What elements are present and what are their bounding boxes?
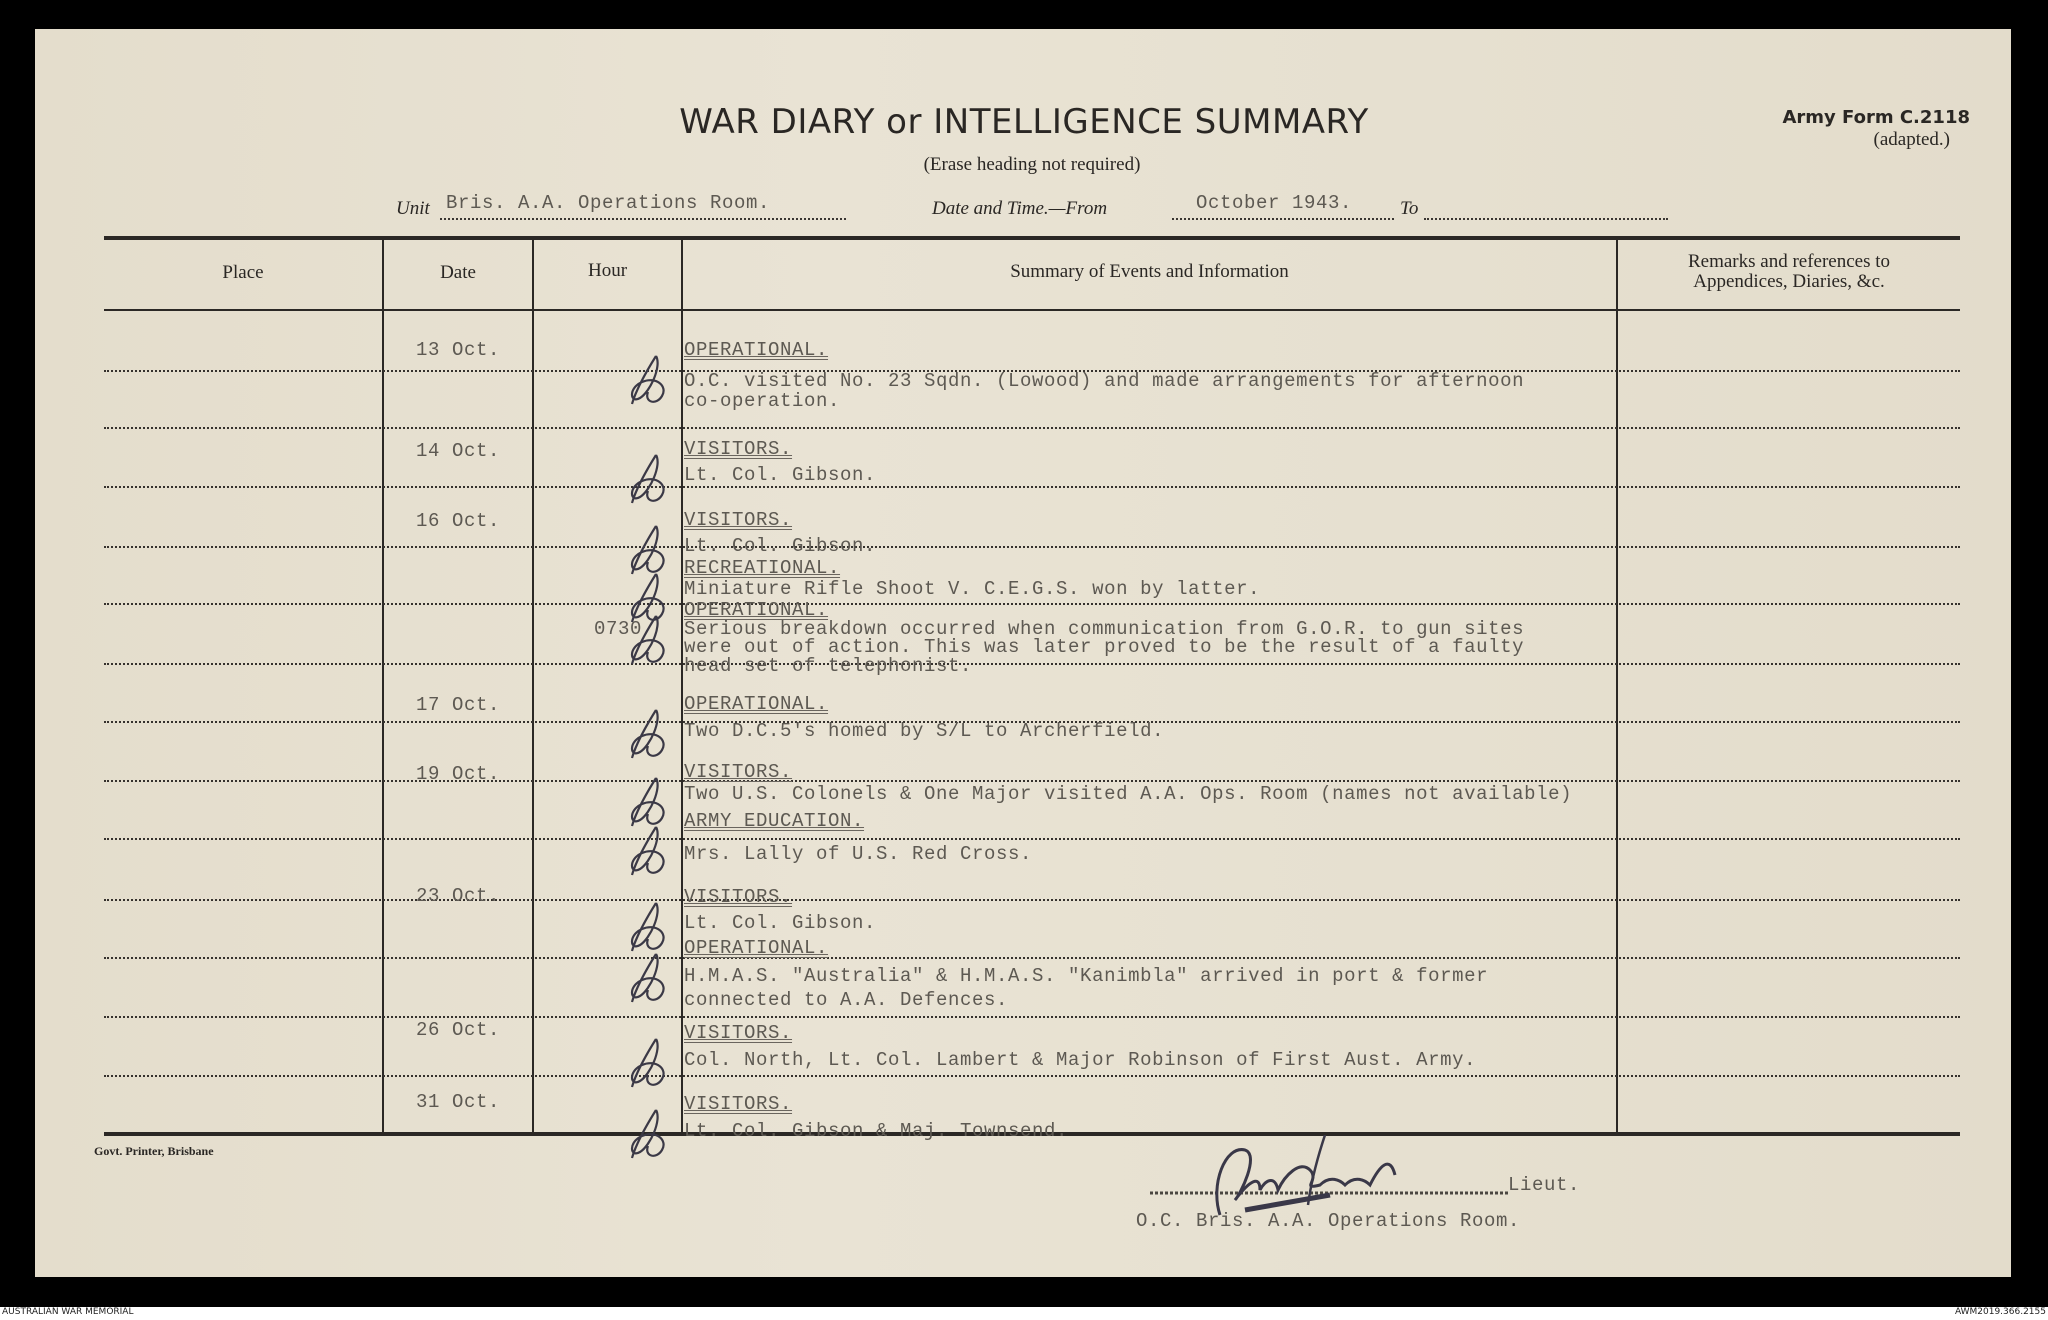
entry-text: Col. North, Lt. Col. Lambert & Major Rob…	[684, 1049, 1477, 1071]
entry-heading: RECREATIONAL.	[684, 557, 841, 579]
entry-text: O.C. visited No. 23 Sqdn. (Lowood) and m…	[684, 370, 1525, 392]
column-divider	[382, 238, 384, 1134]
entry-heading: ARMY EDUCATION.	[684, 810, 865, 832]
entry-text: connected to A.A. Defences.	[684, 989, 1009, 1011]
column-header-remarks-line2: Appendices, Diaries, &c.	[1693, 271, 1885, 292]
dotted-ruling	[104, 838, 1960, 840]
archive-reference: AWM2019.366.2155	[1954, 1307, 2046, 1317]
dotted-ruling	[104, 427, 1960, 429]
entry-date: 17 Oct.	[415, 694, 500, 716]
dotted-ruling	[104, 370, 1960, 372]
date-from-value: October 1943.	[1196, 192, 1353, 214]
entry-text: Lt. Col. Gibson.	[684, 912, 877, 934]
entry-text: Serious breakdown occurred when communic…	[684, 618, 1525, 640]
page-subtitle: (Erase heading not required)	[923, 154, 1141, 175]
entry-date: 31 Oct.	[415, 1091, 500, 1113]
entry-date: 13 Oct.	[415, 339, 500, 361]
dotted-ruling	[104, 1075, 1960, 1077]
column-divider	[1616, 238, 1618, 1134]
unit-value: Bris. A.A. Operations Room.	[446, 192, 771, 214]
date-from-field: October 1943.	[1172, 192, 1394, 220]
handwritten-initial-icon	[630, 709, 665, 759]
date-label: Date and Time.—From	[932, 198, 1108, 219]
entry-text: Lt. Col. Gibson.	[684, 464, 877, 486]
entry-text: H.M.A.S. "Australia" & H.M.A.S. "Kanimbl…	[684, 965, 1489, 987]
entry-hour: 0730	[593, 618, 642, 640]
signature-image	[1150, 1135, 1510, 1216]
entry-text: were out of action. This was later prove…	[684, 636, 1525, 658]
handwritten-initial-icon	[630, 355, 665, 405]
entry-date: 14 Oct.	[415, 440, 500, 462]
dotted-ruling	[104, 899, 1960, 901]
archive-credit: AUSTRALIAN WAR MEMORIAL	[2, 1307, 134, 1317]
entry-text: Mrs. Lally of U.S. Red Cross.	[684, 843, 1033, 865]
table-bottom-rule	[104, 1132, 1960, 1136]
handwritten-initial-icon	[630, 826, 665, 876]
dotted-ruling	[104, 663, 1960, 665]
handwritten-initial-icon	[630, 1038, 665, 1088]
handwritten-initial-icon	[630, 1109, 665, 1159]
entry-text: Two U.S. Colonels & One Major visited A.…	[684, 783, 1573, 805]
entry-text: co-operation.	[684, 390, 841, 412]
entry-text: Two D.C.5's homed by S/L to Archerfield.	[684, 720, 1165, 742]
handwritten-initial-icon	[630, 902, 665, 952]
entry-heading: VISITORS.	[684, 509, 793, 531]
entry-heading: VISITORS.	[684, 761, 793, 783]
entry-text: Lt. Col. Gibson.	[684, 535, 877, 557]
column-header-summary: Summary of Events and Information	[1010, 261, 1289, 282]
unit-field: Bris. A.A. Operations Room.	[440, 192, 846, 220]
unit-label: Unit	[396, 198, 430, 219]
entry-text: Lt. Col. Gibson & Maj. Townsend.	[684, 1120, 1069, 1142]
signatory-rank: Lieut.	[1508, 1174, 1581, 1196]
entry-date: 16 Oct.	[415, 510, 500, 532]
handwritten-initial-icon	[630, 777, 665, 827]
entry-heading: OPERATIONAL.	[684, 339, 829, 361]
handwritten-initial-icon	[630, 615, 665, 665]
entry-heading: OPERATIONAL.	[684, 599, 829, 621]
handwritten-initial-icon	[630, 953, 665, 1003]
dotted-ruling	[104, 603, 1960, 605]
column-divider	[681, 238, 683, 1134]
entry-heading: VISITORS.	[684, 1093, 793, 1115]
form-note: (adapted.)	[1873, 129, 1950, 150]
entry-heading: VISITORS.	[684, 438, 793, 460]
handwritten-initial-icon	[630, 454, 665, 504]
header-bottom-rule	[104, 309, 1960, 311]
dotted-ruling	[104, 546, 1960, 548]
date-to-field	[1424, 196, 1668, 220]
to-label: To	[1400, 198, 1419, 219]
entry-heading: OPERATIONAL.	[684, 693, 829, 715]
dotted-ruling	[104, 1016, 1960, 1018]
page-title: WAR DIARY or INTELLIGENCE SUMMARY	[679, 102, 1369, 142]
column-header-date: Date	[440, 262, 476, 283]
dotted-ruling	[104, 957, 1960, 959]
entry-heading: VISITORS.	[684, 1022, 793, 1044]
column-header-place: Place	[222, 262, 264, 283]
form-number: Army Form C.2118	[1782, 107, 1970, 128]
printer-imprint: Govt. Printer, Brisbane	[94, 1144, 214, 1158]
column-header-hour: Hour	[587, 260, 628, 281]
table-top-rule	[104, 236, 1960, 240]
entry-date: 23 Oct.	[415, 885, 500, 907]
dotted-ruling	[104, 780, 1960, 782]
entry-heading: VISITORS.	[684, 886, 793, 908]
column-divider	[532, 238, 534, 1134]
handwritten-initial-icon	[630, 573, 665, 623]
signatory-position: O.C. Bris. A.A. Operations Room.	[1136, 1210, 1521, 1232]
entry-text: head set of telephonist.	[684, 655, 973, 677]
handwritten-initial-icon	[630, 525, 665, 575]
entry-text: Miniature Rifle Shoot V. C.E.G.S. won by…	[684, 578, 1261, 600]
entry-date: 26 Oct.	[415, 1019, 500, 1041]
dotted-ruling	[104, 486, 1960, 488]
dotted-ruling	[104, 721, 1960, 723]
archive-strip: AUSTRALIAN WAR MEMORIAL AWM2019.366.2155	[0, 1307, 2048, 1320]
entry-date: 19 Oct.	[415, 763, 500, 785]
column-header-remarks: Remarks and references to	[1687, 251, 1891, 272]
entry-heading: OPERATIONAL.	[684, 937, 829, 959]
